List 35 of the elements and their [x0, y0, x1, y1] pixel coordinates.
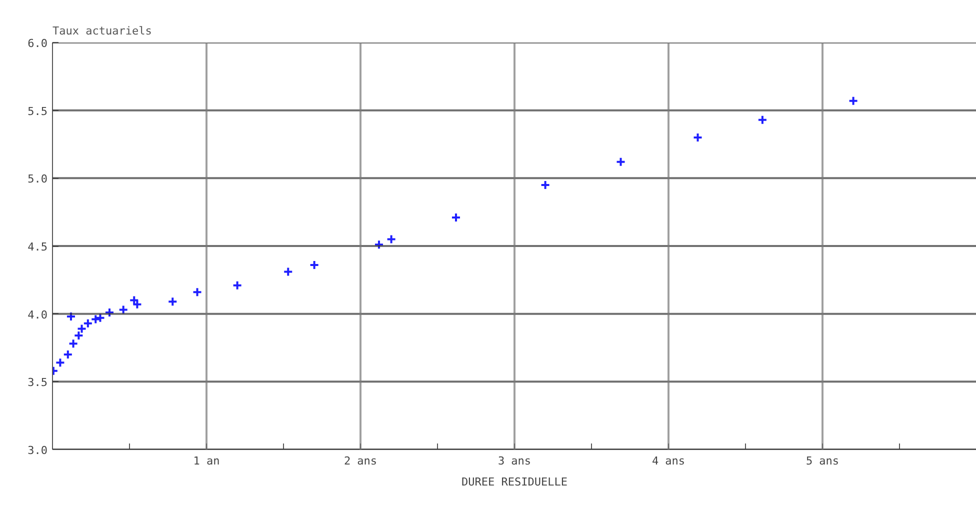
point: [55, 358, 66, 368]
point: [68, 338, 78, 349]
point: [104, 307, 114, 318]
point: [386, 234, 396, 244]
x-tick-label: 2 ans: [344, 454, 378, 468]
point: [450, 212, 461, 223]
point: [374, 240, 384, 250]
point: [66, 312, 76, 322]
point: [309, 260, 320, 270]
y-tick-label: 5.5: [28, 104, 48, 118]
point: [118, 304, 128, 315]
y-tick-label: 3.0: [28, 444, 48, 457]
point: [848, 96, 858, 106]
y-tick-label: 4.0: [28, 308, 48, 322]
point: [692, 132, 703, 142]
y-tick-label: 5.0: [28, 172, 48, 186]
y-axis-title: Taux actuariels: [52, 24, 152, 38]
point: [616, 156, 626, 167]
y-tick-label: 6.0: [28, 37, 48, 50]
x-tick-label: 4 ans: [652, 454, 686, 468]
point: [757, 114, 768, 125]
y-tick-label: 4.5: [28, 240, 48, 254]
point: [168, 296, 178, 307]
x-axis-title: DUREE RESIDUELLE: [462, 476, 568, 488]
x-tick-label: 3 ans: [498, 454, 532, 468]
point: [283, 266, 294, 277]
point: [192, 287, 202, 298]
point: [132, 299, 142, 310]
point: [129, 295, 140, 306]
point: [232, 280, 242, 290]
x-tick-label: 5 ans: [806, 454, 840, 468]
point: [62, 350, 73, 360]
y-tick-label: 3.5: [28, 376, 48, 390]
point: [540, 180, 550, 190]
x-tick-label: 1 an: [193, 454, 220, 468]
